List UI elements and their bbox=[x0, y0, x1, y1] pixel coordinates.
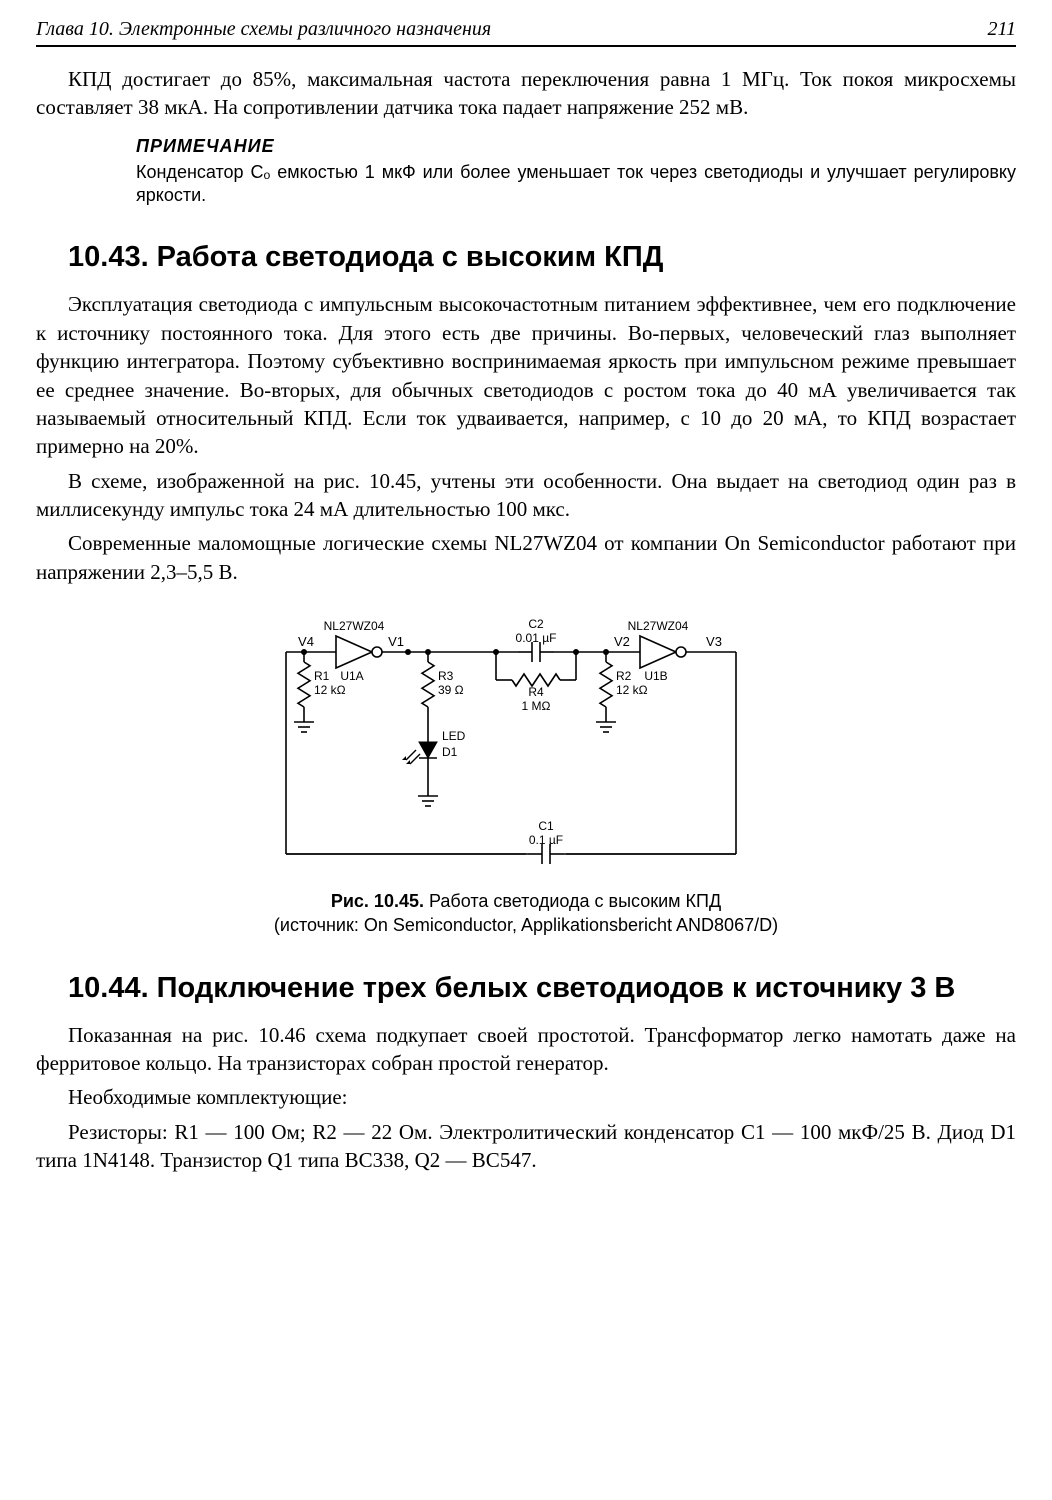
section-10-43-title: 10.43. Работа светодиода с высоким КПД bbox=[68, 241, 1016, 274]
figure-caption-line2: (источник: On Semiconductor, Applikation… bbox=[274, 915, 778, 935]
svg-text:D1: D1 bbox=[442, 745, 458, 759]
section-10-44-p1: Показанная на рис. 10.46 схема подкупает… bbox=[36, 1021, 1016, 1078]
figure-caption-bold: Рис. 10.45. bbox=[331, 891, 424, 911]
section-10-44-p3: Резисторы: R1 — 100 Ом; R2 — 22 Ом. Элек… bbox=[36, 1118, 1016, 1175]
page-number: 211 bbox=[987, 18, 1016, 41]
section-10-44-title: 10.44. Подключение трех белых светодиодо… bbox=[68, 972, 1016, 1005]
svg-text:12 kΩ: 12 kΩ bbox=[616, 683, 648, 697]
svg-text:12 kΩ: 12 kΩ bbox=[314, 683, 346, 697]
svg-text:U1A: U1A bbox=[340, 669, 363, 683]
svg-text:V3: V3 bbox=[706, 634, 722, 649]
figure-10-45: V4U1ANL27WZ04V1C20.01 µFR41 MΩV2U1BNL27W… bbox=[36, 604, 1016, 879]
svg-text:R4: R4 bbox=[528, 685, 544, 699]
chapter-title: Глава 10. Электронные схемы различного н… bbox=[36, 18, 491, 41]
svg-text:0.1 µF: 0.1 µF bbox=[529, 833, 563, 847]
svg-text:R1: R1 bbox=[314, 669, 330, 683]
svg-text:39 Ω: 39 Ω bbox=[438, 683, 464, 697]
note-block: Примечание Конденсатор Cₒ емкостью 1 мкФ… bbox=[136, 136, 1016, 208]
svg-text:NL27WZ04: NL27WZ04 bbox=[324, 619, 385, 633]
svg-text:1 MΩ: 1 MΩ bbox=[522, 699, 551, 713]
svg-text:NL27WZ04: NL27WZ04 bbox=[628, 619, 689, 633]
svg-text:V4: V4 bbox=[298, 634, 314, 649]
section-10-43-p3: Современные маломощные логические схемы … bbox=[36, 529, 1016, 586]
svg-text:0.01 µF: 0.01 µF bbox=[516, 631, 557, 645]
svg-text:C2: C2 bbox=[528, 617, 544, 631]
svg-text:V1: V1 bbox=[388, 634, 404, 649]
running-header: Глава 10. Электронные схемы различного н… bbox=[36, 18, 1016, 47]
svg-text:U1B: U1B bbox=[644, 669, 667, 683]
section-10-43-p1: Эксплуатация светодиода с импульсным выс… bbox=[36, 290, 1016, 460]
svg-text:C1: C1 bbox=[538, 819, 554, 833]
figure-caption: Рис. 10.45. Работа светодиода с высоким … bbox=[36, 889, 1016, 938]
circuit-diagram-icon: V4U1ANL27WZ04V1C20.01 µFR41 MΩV2U1BNL27W… bbox=[246, 604, 806, 874]
svg-text:R3: R3 bbox=[438, 669, 454, 683]
svg-text:R2: R2 bbox=[616, 669, 632, 683]
svg-text:V2: V2 bbox=[614, 634, 630, 649]
note-text: Конденсатор Cₒ емкостью 1 мкФ или более … bbox=[136, 161, 1016, 208]
section-10-44-p2: Необходимые комплектующие: bbox=[36, 1083, 1016, 1111]
intro-paragraph: КПД достигает до 85%, максимальная часто… bbox=[36, 65, 1016, 122]
figure-caption-rest: Работа светодиода с высоким КПД bbox=[424, 891, 721, 911]
note-heading: Примечание bbox=[136, 136, 1016, 157]
section-10-43-p2: В схеме, изображенной на рис. 10.45, учт… bbox=[36, 467, 1016, 524]
svg-text:LED: LED bbox=[442, 729, 466, 743]
page-container: Глава 10. Электронные схемы различного н… bbox=[0, 0, 1052, 1220]
